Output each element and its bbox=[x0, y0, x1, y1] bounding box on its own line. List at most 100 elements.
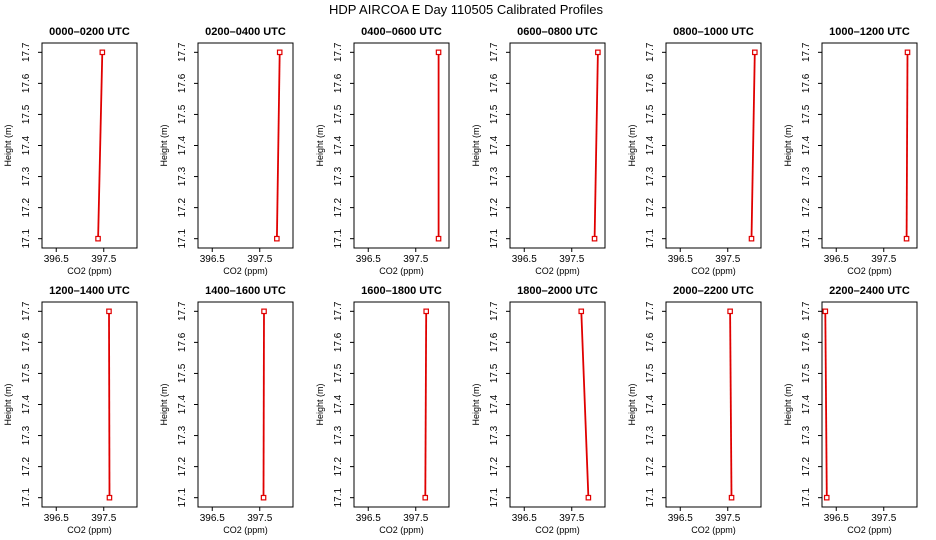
y-tick-label: 17.6 bbox=[645, 73, 656, 93]
y-tick-label: 17.3 bbox=[801, 166, 812, 186]
y-tick-label: 17.5 bbox=[21, 104, 32, 124]
x-tick-label: 396.5 bbox=[356, 513, 381, 524]
y-tick-label: 17.2 bbox=[645, 456, 656, 476]
plot-frame bbox=[821, 42, 918, 249]
y-tick-label: 17.2 bbox=[21, 456, 32, 476]
y-tick-label: 17.6 bbox=[333, 73, 344, 93]
plot-frame bbox=[509, 42, 606, 249]
y-tick-label: 17.4 bbox=[801, 394, 812, 414]
y-tick-label: 17.4 bbox=[177, 394, 188, 414]
profile-panel: 1000–1200 UTC 396.5 397.5 17.1 17.2 17.3 17.4 1… bbox=[783, 26, 918, 276]
y-tick-label: 17.1 bbox=[21, 229, 32, 249]
profile-line bbox=[97, 52, 104, 239]
panel-title: 0400–0600 UTC bbox=[361, 26, 442, 38]
profile-point bbox=[95, 235, 101, 242]
y-tick-label: 17.4 bbox=[489, 135, 500, 155]
plot-frame bbox=[821, 301, 918, 508]
plot-frame bbox=[509, 301, 606, 508]
y-tick-label: 17.3 bbox=[489, 166, 500, 186]
x-axis-label: CO2 (ppm) bbox=[691, 525, 736, 535]
profile-panel: 2200–2400 UTC 396.5 397.5 17.1 17.2 17.3 17.4 1… bbox=[783, 285, 918, 535]
profile-point bbox=[748, 235, 755, 242]
x-axis-label: CO2 (ppm) bbox=[535, 525, 580, 535]
y-tick-label: 17.6 bbox=[801, 73, 812, 93]
x-axis-label: CO2 (ppm) bbox=[691, 266, 736, 276]
panel-title: 1600–1800 UTC bbox=[361, 285, 442, 297]
profile-point bbox=[99, 49, 106, 56]
y-tick-label: 17.3 bbox=[645, 425, 656, 445]
profile-line bbox=[905, 52, 909, 239]
y-tick-label: 17.6 bbox=[21, 332, 32, 352]
y-tick-label: 17.4 bbox=[489, 394, 500, 414]
y-tick-label: 17.3 bbox=[333, 166, 344, 186]
x-tick-label: 397.5 bbox=[715, 254, 740, 265]
profile-point bbox=[595, 49, 601, 56]
y-tick-label: 17.7 bbox=[645, 301, 656, 321]
x-tick-label: 396.5 bbox=[356, 254, 381, 265]
y-tick-label: 17.6 bbox=[489, 73, 500, 93]
y-tick-label: 17.4 bbox=[21, 394, 32, 414]
x-tick-label: 397.5 bbox=[403, 513, 428, 524]
y-tick-label: 17.3 bbox=[801, 425, 812, 445]
y-tick-label: 17.7 bbox=[21, 42, 32, 62]
profile-point bbox=[274, 235, 280, 242]
panel-title: 0200–0400 UTC bbox=[205, 26, 286, 38]
y-tick-label: 17.3 bbox=[333, 425, 344, 445]
y-tick-label: 17.4 bbox=[333, 135, 344, 155]
y-tick-label: 17.2 bbox=[645, 197, 656, 217]
y-tick-label: 17.5 bbox=[489, 363, 500, 383]
x-tick-label: 397.5 bbox=[559, 254, 584, 265]
y-tick-label: 17.3 bbox=[21, 166, 32, 186]
panel-title: 0600–0800 UTC bbox=[517, 26, 598, 38]
y-tick-label: 17.1 bbox=[177, 488, 188, 508]
x-tick-label: 397.5 bbox=[559, 513, 584, 524]
y-tick-label: 17.3 bbox=[177, 166, 188, 186]
x-tick-label: 396.5 bbox=[44, 254, 69, 265]
profile-panel: 0600–0800 UTC 396.5 397.5 17.1 17.2 17.3 17.4 1… bbox=[471, 26, 606, 276]
y-tick-label: 17.4 bbox=[177, 135, 188, 155]
profile-point bbox=[276, 49, 283, 56]
figure-title: HDP AIRCOA E Day 110505 Calibrated Profi… bbox=[329, 2, 604, 17]
profile-line bbox=[729, 311, 733, 498]
y-tick-label: 17.1 bbox=[801, 488, 812, 508]
y-tick-label: 17.5 bbox=[645, 363, 656, 383]
panel-title: 2000–2200 UTC bbox=[673, 285, 754, 297]
profile-point bbox=[822, 308, 829, 315]
y-tick-label: 17.4 bbox=[801, 135, 812, 155]
profile-line bbox=[276, 52, 281, 239]
profile-point bbox=[823, 494, 830, 501]
y-tick-label: 17.4 bbox=[21, 135, 32, 155]
y-tick-label: 17.2 bbox=[21, 197, 32, 217]
x-tick-label: 397.5 bbox=[403, 254, 428, 265]
y-axis-label: Height (m) bbox=[471, 124, 481, 166]
x-tick-label: 396.5 bbox=[668, 254, 693, 265]
plot-frame bbox=[41, 42, 138, 249]
y-tick-label: 17.1 bbox=[801, 229, 812, 249]
y-tick-label: 17.4 bbox=[645, 394, 656, 414]
profile-point bbox=[106, 308, 112, 315]
profile-line bbox=[580, 311, 590, 498]
profile-panel: 1600–1800 UTC 396.5 397.5 17.1 17.2 17.3 17.4 1… bbox=[315, 285, 450, 535]
profile-point bbox=[591, 235, 598, 242]
y-tick-label: 17.6 bbox=[801, 332, 812, 352]
profile-panel: 1200–1400 UTC 396.5 397.5 17.1 17.2 17.3 17.4 1… bbox=[3, 285, 138, 535]
x-tick-label: 396.5 bbox=[824, 254, 849, 265]
x-tick-label: 396.5 bbox=[200, 254, 225, 265]
profile-point bbox=[260, 494, 267, 501]
x-tick-label: 396.5 bbox=[200, 513, 225, 524]
profile-line bbox=[108, 311, 111, 498]
x-axis-label: CO2 (ppm) bbox=[379, 525, 424, 535]
y-tick-label: 17.2 bbox=[801, 456, 812, 476]
panel-title: 0800–1000 UTC bbox=[673, 26, 754, 38]
x-tick-label: 396.5 bbox=[512, 513, 537, 524]
profile-point bbox=[435, 49, 442, 56]
y-tick-label: 17.1 bbox=[177, 229, 188, 249]
y-tick-label: 17.3 bbox=[177, 425, 188, 445]
profile-point bbox=[585, 494, 592, 501]
y-tick-label: 17.7 bbox=[489, 42, 500, 62]
y-tick-label: 17.2 bbox=[489, 456, 500, 476]
y-tick-label: 17.1 bbox=[645, 488, 656, 508]
x-axis-label: CO2 (ppm) bbox=[223, 266, 268, 276]
profile-line bbox=[424, 311, 428, 498]
